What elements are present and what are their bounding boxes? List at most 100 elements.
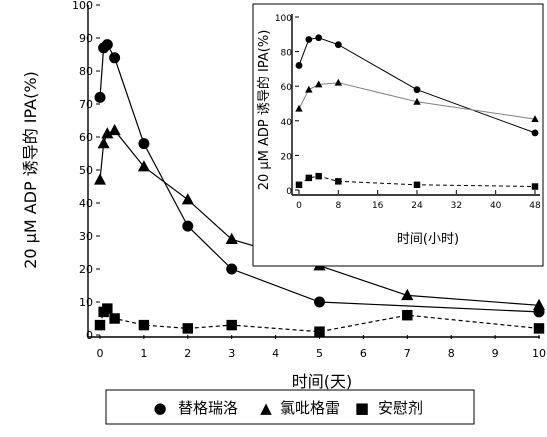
data-point-square — [226, 319, 237, 331]
data-point-square — [335, 178, 342, 185]
data-point-square — [138, 319, 150, 331]
legend: ● 替格瑞洛 ▲ 氯吡格雷 ■ 安慰剂 — [105, 389, 475, 425]
y-tick-label: 90 — [79, 32, 93, 45]
data-point-circle — [94, 91, 106, 103]
series-line-triangle — [298, 82, 536, 120]
data-point-square — [402, 309, 413, 321]
data-point-triangle — [225, 232, 238, 244]
data-point-triangle — [401, 288, 414, 301]
x-tick-label: 6 — [360, 347, 367, 360]
data-point-circle — [531, 129, 539, 137]
legend-symbol-clopidogrel: ▲ — [260, 399, 272, 417]
data-point-triangle — [108, 123, 121, 136]
data-point-circle — [315, 34, 323, 42]
series-line-circle — [298, 37, 536, 134]
x-tick-label: 2 — [184, 347, 191, 360]
data-point-circle — [138, 138, 150, 150]
x-tick-label: 7 — [404, 347, 411, 360]
data-point-circle — [226, 263, 238, 275]
legend-symbol-ticagrelor: ● — [153, 399, 166, 417]
x-tick-label: 5 — [316, 347, 323, 360]
data-point-square — [182, 323, 194, 334]
data-point-square — [102, 303, 113, 314]
data-point-circle — [413, 86, 421, 94]
y-tick-label: 30 — [79, 230, 93, 243]
inset-frame — [252, 3, 544, 267]
data-point-triangle — [533, 298, 545, 310]
data-point-triangle — [137, 160, 150, 172]
y-tick-label: 40 — [79, 197, 93, 210]
data-point-triangle — [295, 104, 303, 112]
data-point-square — [305, 174, 313, 182]
data-point-circle — [101, 39, 113, 51]
y-tick-label: 80 — [79, 65, 93, 78]
main-y-axis-label: 20 μM ADP 诱导的 IPA(%) — [21, 71, 40, 269]
y-tick-label: 20 — [281, 152, 293, 162]
data-point-triangle — [94, 173, 106, 185]
y-tick-label: 100 — [72, 0, 93, 12]
data-point-square — [413, 181, 421, 189]
data-point-triangle — [97, 137, 110, 149]
data-point-circle — [334, 41, 342, 49]
x-tick-label: 0 — [296, 201, 302, 211]
legend-symbol-placebo: ■ — [355, 399, 369, 417]
data-point-triangle — [413, 97, 421, 105]
y-tick-label: 80 — [281, 49, 293, 59]
data-point-circle — [182, 220, 194, 232]
data-point-circle — [109, 52, 121, 64]
data-point-square — [315, 172, 322, 180]
data-point-square — [94, 319, 106, 331]
inset-ticks: 0 8 16 24 32 40 48 0 20 40 60 80 100 — [275, 14, 541, 211]
y-tick-label: 70 — [79, 98, 93, 111]
data-point-square — [531, 183, 539, 190]
data-point-square — [533, 323, 545, 334]
inset-plot: 0 8 16 24 32 40 48 0 20 40 60 80 100 时间(小时) 20 μM AD… — [252, 3, 544, 267]
y-tick-label: 0 — [86, 329, 93, 342]
main-x-axis-label: 时间(天) — [292, 372, 353, 391]
data-point-square — [295, 181, 303, 189]
data-point-circle — [295, 62, 303, 69]
y-tick-label: 60 — [79, 131, 93, 144]
data-point-triangle — [314, 80, 323, 88]
x-tick-label: 10 — [532, 347, 546, 360]
y-tick-label: 10 — [79, 296, 93, 309]
data-point-square — [314, 326, 325, 337]
y-tick-label: 100 — [275, 14, 292, 24]
y-tick-label: 20 — [79, 263, 93, 276]
inset-series — [295, 34, 539, 190]
x-tick-label: 8 — [335, 201, 341, 211]
x-tick-label: 9 — [492, 347, 499, 360]
data-point-circle — [305, 36, 313, 43]
data-point-triangle — [101, 127, 114, 139]
series-line-triangle — [99, 129, 540, 306]
inset-y-axis-label: 20 μM ADP 诱导的 IPA(%) — [256, 30, 272, 191]
legend-label-clopidogrel: 氯吡格雷 — [280, 399, 340, 417]
data-point-circle — [314, 296, 325, 308]
x-tick-label: 40 — [490, 201, 502, 211]
legend-label-ticagrelor: 替格瑞洛 — [178, 399, 238, 417]
x-tick-label: 4 — [272, 347, 279, 360]
y-tick-label: 40 — [281, 118, 293, 128]
data-point-triangle — [305, 85, 313, 93]
y-tick-label: 0 — [286, 187, 292, 197]
y-tick-label: 50 — [79, 164, 93, 177]
x-tick-label: 16 — [372, 201, 384, 211]
legend-box — [105, 389, 475, 425]
x-tick-label: 32 — [451, 201, 462, 211]
x-tick-label: 0 — [97, 347, 104, 360]
x-tick-label: 1 — [140, 347, 147, 360]
data-point-triangle — [181, 193, 194, 205]
x-tick-label: 48 — [529, 201, 541, 211]
x-tick-label: 8 — [448, 347, 455, 360]
data-point-triangle — [531, 115, 539, 122]
x-tick-label: 3 — [228, 347, 235, 360]
data-point-triangle — [334, 78, 343, 86]
inset-x-axis-label: 时间(小时) — [397, 232, 459, 247]
x-tick-label: 24 — [411, 201, 423, 211]
legend-label-placebo: 安慰剂 — [378, 399, 423, 417]
y-tick-label: 60 — [281, 83, 293, 93]
data-point-square — [109, 313, 120, 324]
